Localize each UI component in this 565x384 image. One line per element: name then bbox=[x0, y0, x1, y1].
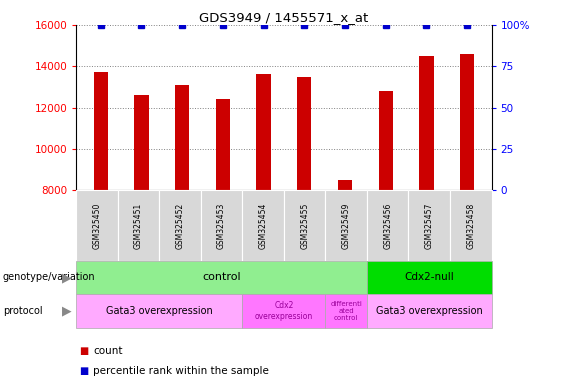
Text: Cdx2
overexpression: Cdx2 overexpression bbox=[255, 301, 313, 321]
Title: GDS3949 / 1455571_x_at: GDS3949 / 1455571_x_at bbox=[199, 11, 368, 24]
Text: GSM325459: GSM325459 bbox=[342, 202, 351, 249]
Text: GSM325457: GSM325457 bbox=[425, 202, 434, 249]
Text: percentile rank within the sample: percentile rank within the sample bbox=[93, 366, 269, 376]
Text: genotype/variation: genotype/variation bbox=[3, 272, 95, 283]
Bar bbox=[94, 73, 108, 190]
Bar bbox=[257, 74, 271, 190]
Text: GSM325458: GSM325458 bbox=[466, 202, 475, 249]
Bar bbox=[134, 95, 149, 190]
Text: ▶: ▶ bbox=[62, 305, 72, 318]
Text: ■: ■ bbox=[79, 346, 88, 356]
Bar bbox=[175, 85, 189, 190]
Text: GSM325453: GSM325453 bbox=[217, 202, 226, 249]
Text: control: control bbox=[202, 272, 241, 283]
Text: protocol: protocol bbox=[3, 306, 42, 316]
Bar bbox=[338, 180, 352, 190]
Text: Gata3 overexpression: Gata3 overexpression bbox=[106, 306, 212, 316]
Text: GSM325454: GSM325454 bbox=[259, 202, 268, 249]
Text: GSM325456: GSM325456 bbox=[383, 202, 392, 249]
Bar bbox=[460, 54, 474, 190]
Bar bbox=[297, 76, 311, 190]
Text: ■: ■ bbox=[79, 366, 88, 376]
Text: GSM325452: GSM325452 bbox=[176, 202, 185, 249]
Text: differenti
ated
control: differenti ated control bbox=[331, 301, 362, 321]
Text: GSM325455: GSM325455 bbox=[300, 202, 309, 249]
Text: Gata3 overexpression: Gata3 overexpression bbox=[376, 306, 483, 316]
Text: Cdx2-null: Cdx2-null bbox=[405, 272, 454, 283]
Bar bbox=[216, 99, 230, 190]
Bar bbox=[379, 91, 393, 190]
Text: count: count bbox=[93, 346, 123, 356]
Text: GSM325451: GSM325451 bbox=[134, 202, 143, 249]
Bar bbox=[419, 56, 433, 190]
Text: GSM325450: GSM325450 bbox=[93, 202, 102, 249]
Text: ▶: ▶ bbox=[62, 271, 72, 284]
